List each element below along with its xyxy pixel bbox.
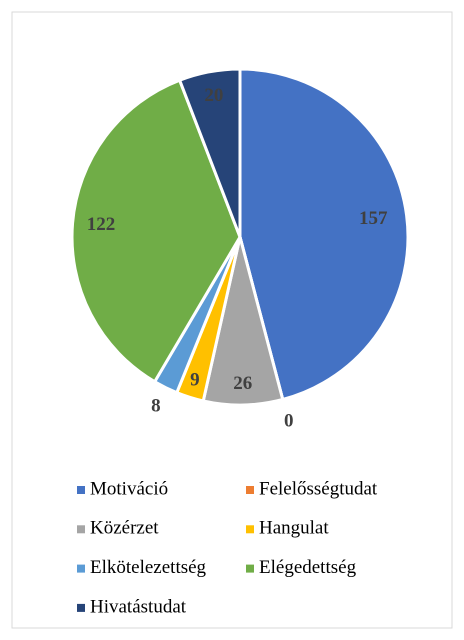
legend-swatch (246, 564, 254, 573)
data-label: 20 (204, 85, 223, 106)
data-label: 157 (359, 208, 388, 229)
legend-label: Elkötelezettség (90, 557, 207, 578)
legend-label: Elégedettség (259, 557, 357, 578)
data-label: 8 (151, 396, 161, 417)
legend-label: Közérzet (90, 518, 159, 539)
data-label: 9 (190, 370, 200, 391)
legend-label: Hivatástudat (90, 596, 187, 617)
legend-swatch (77, 486, 85, 494)
legend-swatch (77, 525, 85, 534)
legend-swatch (77, 603, 85, 612)
data-label: 122 (87, 214, 116, 235)
data-label: 0 (284, 411, 294, 432)
legend-label: Felelősségtudat (259, 478, 378, 499)
data-label: 26 (233, 373, 252, 394)
legend-swatch (246, 525, 254, 534)
legend-swatch (77, 564, 85, 573)
pie-slice (177, 67, 242, 238)
legend-label: Hangulat (259, 518, 329, 539)
legend-swatch (246, 486, 254, 494)
pie-slice (70, 78, 242, 384)
pie-slice (238, 67, 410, 402)
legend-label: Motiváció (90, 478, 168, 499)
